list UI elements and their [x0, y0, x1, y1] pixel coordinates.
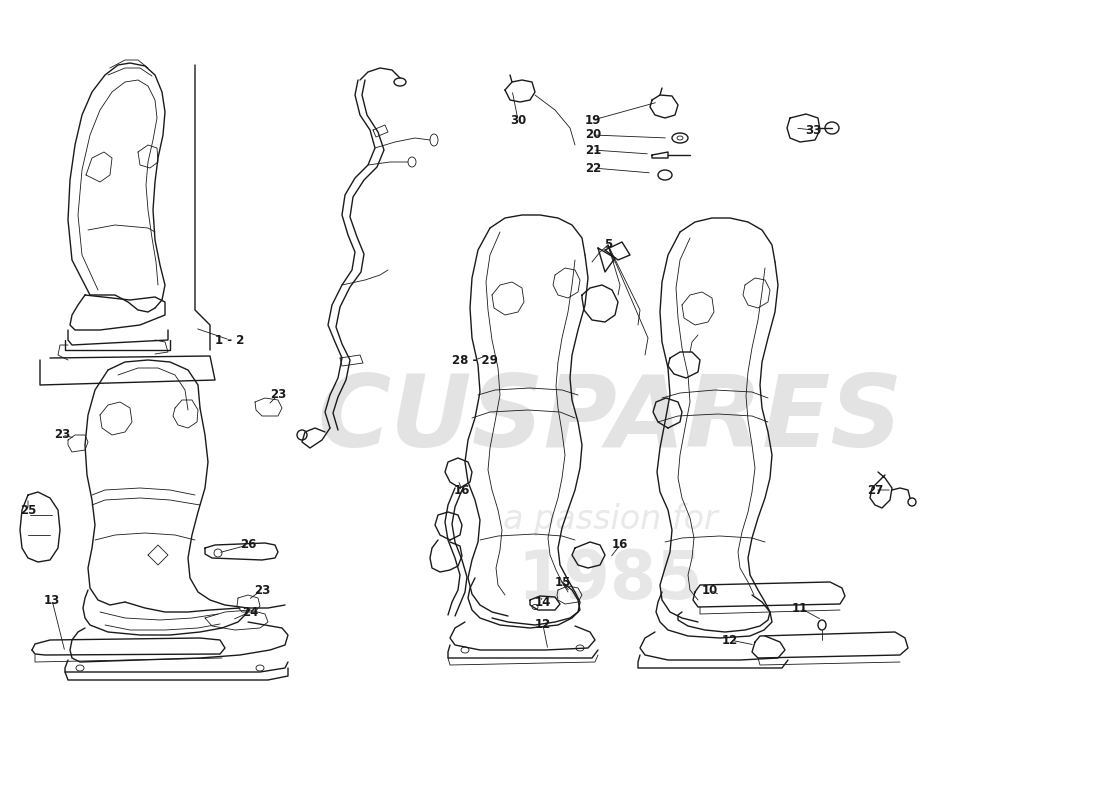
Text: 20: 20 [585, 129, 601, 142]
Text: 1 - 2: 1 - 2 [216, 334, 244, 346]
Text: 21: 21 [585, 143, 601, 157]
Text: 30: 30 [510, 114, 526, 126]
Text: a passion for: a passion for [503, 503, 717, 537]
Text: 5: 5 [604, 238, 612, 251]
Text: 25: 25 [20, 503, 36, 517]
Text: 12: 12 [535, 618, 551, 631]
Text: 15: 15 [554, 577, 571, 590]
Text: 26: 26 [240, 538, 256, 551]
Text: 27: 27 [867, 483, 883, 497]
Text: 22: 22 [585, 162, 601, 174]
Text: 23: 23 [254, 583, 271, 597]
Text: 19: 19 [585, 114, 602, 126]
Text: 16: 16 [612, 538, 628, 551]
Text: 12: 12 [722, 634, 738, 646]
Text: 23: 23 [54, 429, 70, 442]
Text: 28 - 29: 28 - 29 [452, 354, 498, 366]
Text: 14: 14 [535, 595, 551, 609]
Text: 10: 10 [702, 583, 718, 597]
Text: 33: 33 [805, 123, 821, 137]
Text: 1985: 1985 [517, 547, 703, 613]
Text: 11: 11 [792, 602, 808, 614]
Text: 16: 16 [454, 483, 470, 497]
Text: 13: 13 [44, 594, 60, 606]
Text: 24: 24 [242, 606, 258, 618]
Text: CUSPARES: CUSPARES [317, 371, 903, 469]
Text: 23: 23 [270, 389, 286, 402]
